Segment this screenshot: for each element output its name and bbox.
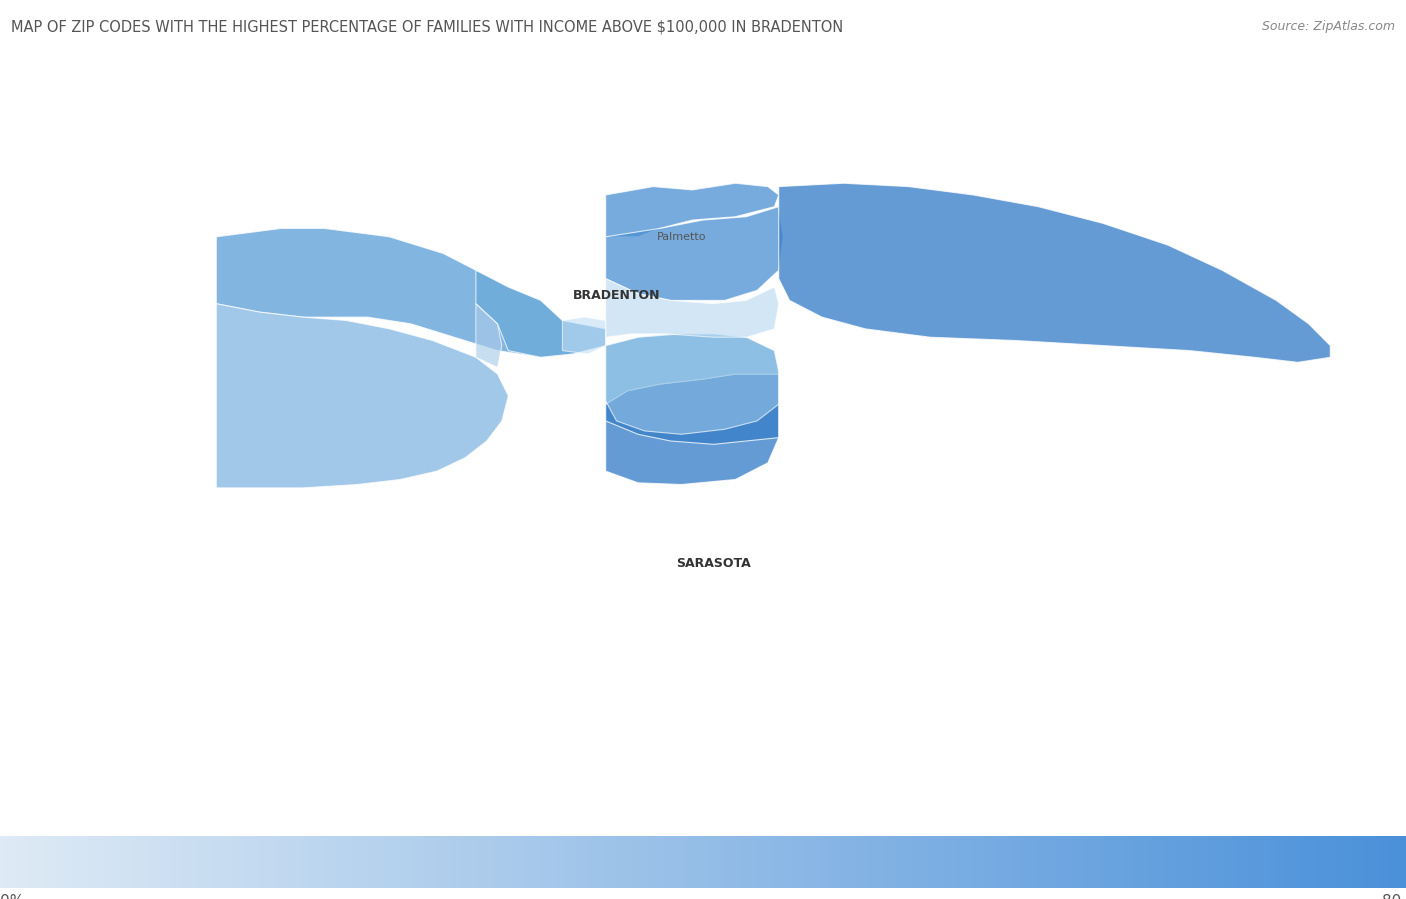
Text: Source: ZipAtlas.com: Source: ZipAtlas.com (1261, 20, 1395, 32)
Polygon shape (217, 304, 509, 488)
Polygon shape (606, 334, 779, 434)
Text: Palmetto: Palmetto (657, 232, 706, 242)
Text: MAP OF ZIP CODES WITH THE HIGHEST PERCENTAGE OF FAMILIES WITH INCOME ABOVE $100,: MAP OF ZIP CODES WITH THE HIGHEST PERCEN… (11, 20, 844, 35)
Text: BRADENTON: BRADENTON (572, 289, 661, 302)
Polygon shape (606, 334, 779, 405)
Polygon shape (779, 183, 1330, 362)
Polygon shape (606, 183, 779, 236)
Polygon shape (606, 374, 779, 485)
Polygon shape (217, 228, 606, 357)
Polygon shape (562, 317, 606, 354)
Polygon shape (606, 374, 779, 444)
Polygon shape (475, 271, 606, 357)
Polygon shape (475, 304, 502, 368)
Text: SARASOTA: SARASOTA (676, 556, 751, 570)
Polygon shape (606, 207, 783, 300)
Polygon shape (606, 279, 779, 337)
